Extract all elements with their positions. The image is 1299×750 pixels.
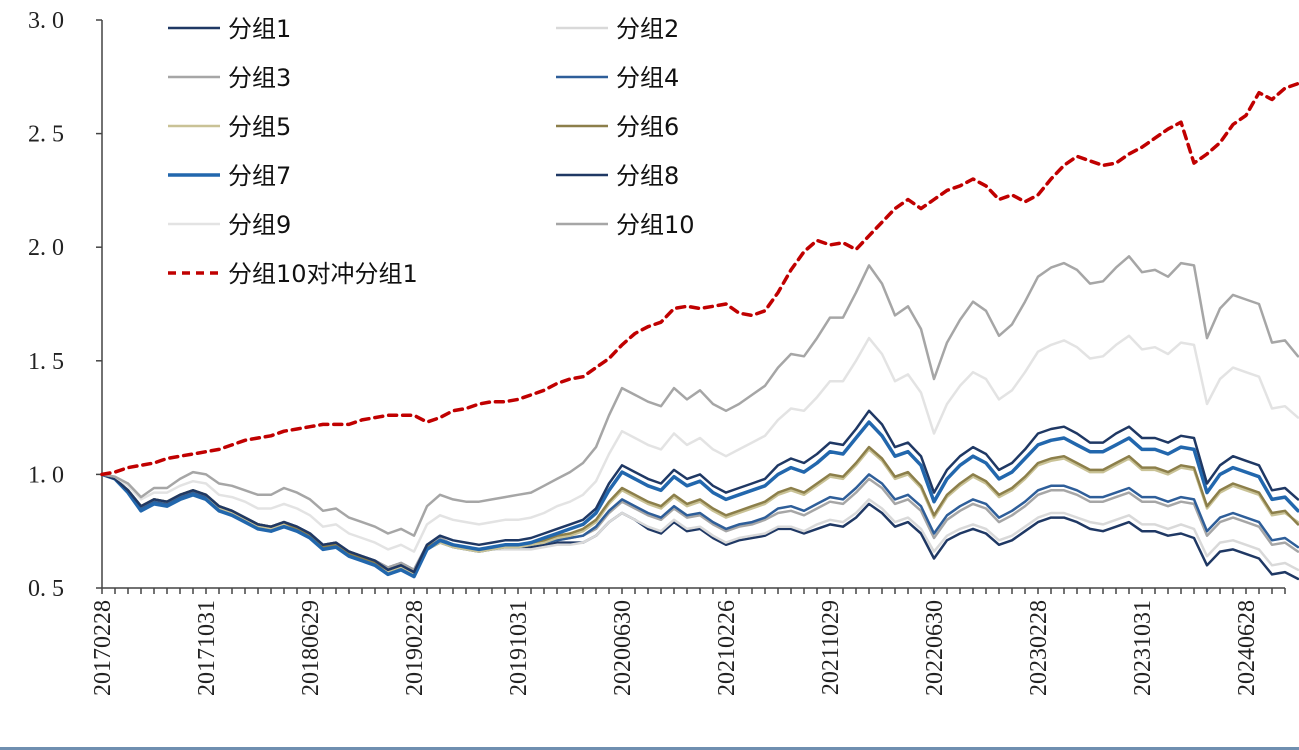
series-line-8 [100,409,1299,574]
bottom-rule [0,747,1299,750]
y-tick-label: 2. 0 [28,235,64,261]
y-tick-label: 1. 5 [28,349,64,375]
legend-item-9: 分组9 [168,211,291,239]
legend-label: 分组1 [228,15,291,43]
x-tick-label: 20180629 [298,600,324,696]
legend-label: 分组3 [228,64,291,92]
legend-item-2: 分组2 [556,15,679,43]
x-tick-label: 20231031 [1130,600,1156,696]
y-tick-label: 2. 5 [28,122,64,148]
legend-item-1: 分组1 [168,15,291,43]
legend-label: 分组6 [616,113,679,141]
x-tick-label: 20190228 [402,600,428,696]
series-line-11 [100,81,1299,477]
legend-item-10: 分组10 [556,211,695,239]
series-line-7 [100,420,1299,579]
x-tick-label: 20200630 [610,600,636,696]
legend-label: 分组4 [616,64,679,92]
series-line-9 [100,334,1299,553]
x-tick-label: 20211029 [818,600,844,695]
y-tick-label: 1. 0 [28,462,64,488]
x-tick-label: 20170228 [90,600,116,696]
legend-item-7: 分组7 [168,162,291,190]
legend-label: 分组7 [228,162,291,190]
x-tick-label: 20240628 [1234,600,1260,696]
legend-label: 分组10对冲分组1 [228,260,418,288]
legend-item-5: 分组5 [168,113,291,141]
legend-item-11: 分组10对冲分组1 [168,260,418,288]
legend-item-8: 分组8 [556,162,679,190]
y-axis: 0. 5 1. 0 1. 5 2. 0 2. 5 3. 0 [28,8,103,602]
legend-label: 分组2 [616,15,679,43]
legend-item-4: 分组4 [556,64,679,92]
legend-item-6: 分组6 [556,113,679,141]
x-tick-label: 20171031 [194,600,220,696]
legend: 分组1 分组2 分组3 分组4 分组5 分组6 分组7 分组8 分组9 分组10 分组10对冲分组1 [168,15,695,288]
series-line-6 [100,445,1299,574]
x-tick-label: 20191031 [506,600,532,696]
x-tick-label: 20220630 [922,600,948,696]
x-tick-label: 20210226 [714,600,740,696]
series-layer [100,81,1299,581]
legend-label: 分组8 [616,162,679,190]
y-tick-label: 0. 5 [28,576,64,602]
y-tick-label: 3. 0 [28,8,64,34]
x-tick-label: 20230228 [1026,600,1052,696]
legend-label: 分组9 [228,211,291,239]
x-axis: 20170228 20171031 20180629 20190228 20191031… [90,587,1286,696]
series-line-10 [100,255,1299,537]
legend-label: 分组10 [616,211,695,239]
legend-item-3: 分组3 [168,64,291,92]
legend-label: 分组5 [228,113,291,141]
